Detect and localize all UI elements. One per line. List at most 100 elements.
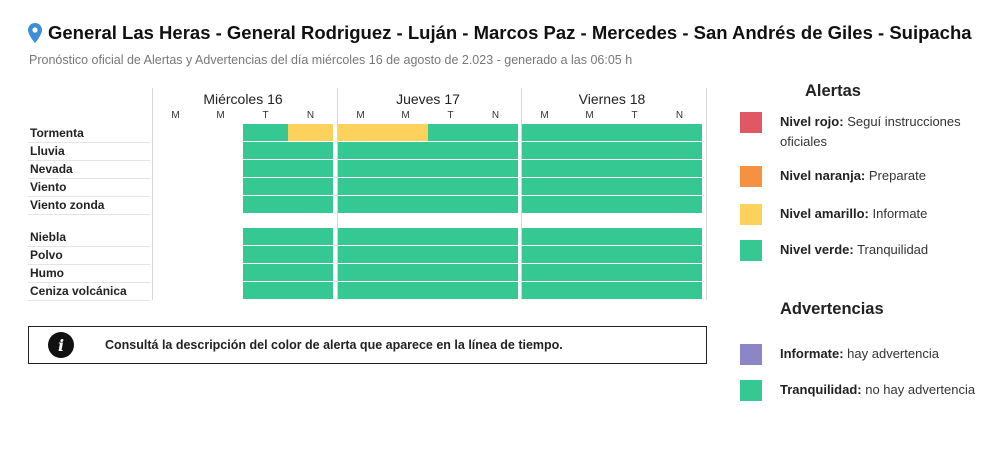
alert-cell xyxy=(522,264,567,281)
alert-cell xyxy=(243,246,288,263)
alert-cell xyxy=(657,160,702,177)
alert-cell xyxy=(383,160,428,177)
alert-cell xyxy=(288,228,333,245)
alert-cell xyxy=(428,160,473,177)
legend-level-desc: Preparate xyxy=(865,168,926,183)
period-label: N xyxy=(675,110,684,121)
day-column-divider xyxy=(521,88,522,300)
legend-text: Nivel rojo: Seguí instrucciones oficiale… xyxy=(780,112,980,152)
alert-cell xyxy=(657,246,702,263)
legend-alerta-rojo: Nivel rojo: Seguí instrucciones oficiale… xyxy=(740,112,980,152)
period-label: T xyxy=(447,110,454,121)
alert-cell xyxy=(567,142,612,159)
legend-text: Nivel amarillo: Informate xyxy=(780,204,980,224)
alert-cell xyxy=(383,282,428,299)
day-header: Viernes 18 xyxy=(578,91,646,107)
alert-cell xyxy=(243,264,288,281)
alert-cell xyxy=(657,264,702,281)
color-swatch-rojo xyxy=(740,112,762,133)
alert-cell xyxy=(383,246,428,263)
alert-cell xyxy=(522,124,567,141)
legend-advertencia-verde: Tranquilidad: no hay advertencia xyxy=(740,380,980,401)
color-swatch-verde xyxy=(740,380,762,401)
alert-cell xyxy=(383,228,428,245)
legend-level-desc: hay advertencia xyxy=(843,346,939,361)
page-subtitle: Pronóstico oficial de Alertas y Adverten… xyxy=(29,53,633,67)
alert-cell xyxy=(288,178,333,195)
legend-alerta-verde: Nivel verde: Tranquilidad xyxy=(740,240,980,261)
row-divider xyxy=(28,264,150,265)
period-label: M xyxy=(540,110,549,121)
alert-cell xyxy=(338,264,383,281)
legend-level-name: Tranquilidad: xyxy=(780,382,862,397)
legend-level-name: Nivel amarillo: xyxy=(780,206,869,221)
alert-cell xyxy=(473,142,518,159)
alert-cell xyxy=(428,228,473,245)
legend-level-name: Nivel verde: xyxy=(780,242,854,257)
alert-cell xyxy=(243,142,288,159)
alert-cell xyxy=(338,228,383,245)
day-header: Miércoles 16 xyxy=(203,91,283,107)
alert-cell xyxy=(428,196,473,213)
alert-cell xyxy=(383,264,428,281)
alert-cell xyxy=(428,264,473,281)
alert-cell xyxy=(338,246,383,263)
alert-cell xyxy=(383,196,428,213)
alert-cell xyxy=(473,264,518,281)
row-label-humo: Humo xyxy=(30,266,64,280)
alert-cell xyxy=(288,124,333,141)
location-pin-icon xyxy=(28,23,42,43)
color-swatch-amarillo xyxy=(740,204,762,225)
alert-cell xyxy=(288,160,333,177)
alert-cell xyxy=(612,160,657,177)
row-divider xyxy=(28,214,150,215)
alert-cell xyxy=(288,142,333,159)
row-divider xyxy=(28,246,150,247)
alert-cell xyxy=(567,228,612,245)
alert-cell xyxy=(243,228,288,245)
alert-cell xyxy=(612,178,657,195)
alert-cell xyxy=(338,196,383,213)
alert-cell xyxy=(612,124,657,141)
row-divider xyxy=(28,196,150,197)
row-label-ceniza-volcánica: Ceniza volcánica xyxy=(30,284,127,298)
legend-advertencia-violeta: Informate: hay advertencia xyxy=(740,344,980,365)
alert-cell xyxy=(383,178,428,195)
legend-text: Nivel verde: Tranquilidad xyxy=(780,240,980,260)
legend-text: Informate: hay advertencia xyxy=(780,344,980,364)
row-divider xyxy=(28,160,150,161)
header: General Las Heras - General Rodriguez - … xyxy=(28,22,972,44)
info-text: Consultá la descripción del color de ale… xyxy=(105,338,563,352)
alert-cell xyxy=(657,142,702,159)
alert-cell xyxy=(428,178,473,195)
alert-cell xyxy=(567,264,612,281)
period-label: T xyxy=(262,110,269,121)
alert-cell xyxy=(473,282,518,299)
row-divider xyxy=(28,300,150,301)
alert-cell xyxy=(473,246,518,263)
alert-cell xyxy=(473,228,518,245)
period-label: M xyxy=(216,110,225,121)
period-label: M xyxy=(356,110,365,121)
alert-cell xyxy=(522,160,567,177)
alert-cell xyxy=(567,196,612,213)
alert-cell xyxy=(288,196,333,213)
alert-cell xyxy=(522,142,567,159)
period-label: N xyxy=(491,110,500,121)
alert-cell xyxy=(612,282,657,299)
day-header: Jueves 17 xyxy=(396,91,460,107)
legend-level-name: Nivel rojo: xyxy=(780,114,844,129)
alert-cell xyxy=(567,282,612,299)
alert-cell xyxy=(567,178,612,195)
legend-level-name: Informate: xyxy=(780,346,844,361)
period-label: M xyxy=(401,110,410,121)
alert-cell xyxy=(612,142,657,159)
legend-level-desc: Informate xyxy=(868,206,928,221)
alert-cell xyxy=(567,160,612,177)
alert-cell xyxy=(338,178,383,195)
alert-cell xyxy=(338,124,383,141)
day-column-divider xyxy=(152,88,153,300)
alert-cell xyxy=(428,142,473,159)
row-label-nevada: Nevada xyxy=(30,162,73,176)
alert-cell xyxy=(288,282,333,299)
